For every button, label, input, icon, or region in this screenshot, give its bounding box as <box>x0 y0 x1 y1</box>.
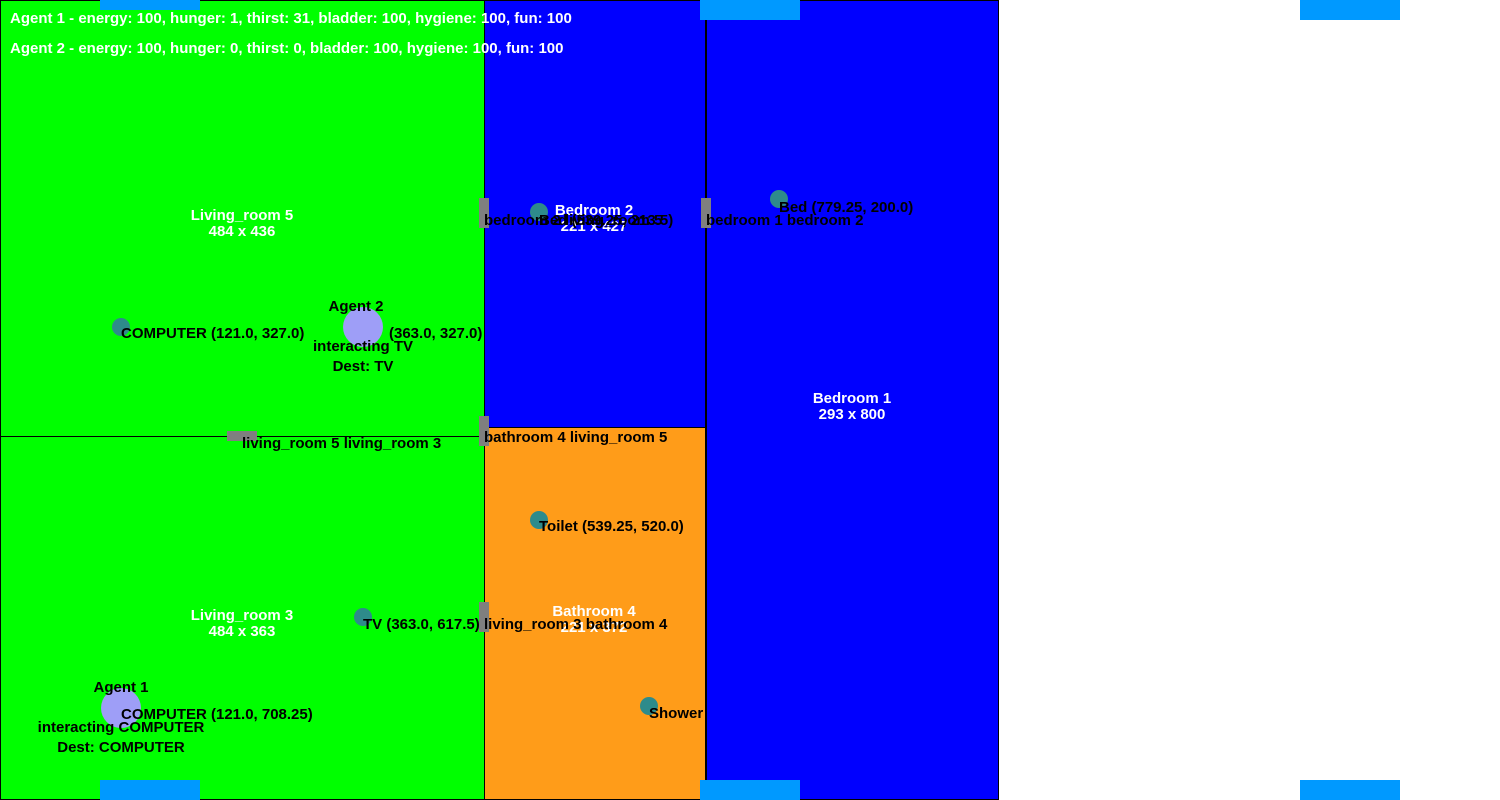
door-label: bedroom 2 living_room 5 <box>484 212 663 229</box>
window <box>100 780 200 800</box>
bed-object[interactable] <box>770 190 788 208</box>
room-label-bedroom-2: Bedroom 2 221 x 427 <box>554 202 634 235</box>
agent-1-action: interacting COMPUTER <box>37 719 205 736</box>
room-living-room-5 <box>0 0 485 437</box>
agent-1-status: Agent 1 - energy: 100, hunger: 1, thirst… <box>10 10 572 27</box>
window <box>1300 780 1400 800</box>
door-bathroom4-living5[interactable] <box>479 416 489 446</box>
door-living5-living3[interactable] <box>227 431 257 441</box>
room-label-living-room-5: Living_room 5 484 x 436 <box>190 207 294 240</box>
tv-label: (363.0, 327.0) <box>389 325 483 342</box>
door-label: bedroom 1 bedroom 2 <box>706 212 864 229</box>
door-label: living_room 5 living_room 3 <box>242 435 442 452</box>
bed-label: Bed (779.25, 200.0) <box>779 199 914 216</box>
room-label-bedroom-1: Bedroom 1 293 x 800 <box>812 390 892 423</box>
toilet-label: Toilet (539.25, 520.0) <box>539 518 684 535</box>
shower-label: Shower <box>649 705 704 722</box>
room-label-bathroom-4: Bathroom 4 221 x 372 <box>552 603 636 636</box>
agent-2-action: interacting TV <box>312 338 414 355</box>
computer-label: COMPUTER (121.0, 327.0) <box>121 325 305 342</box>
computer-label: COMPUTER (121.0, 708.25) <box>121 706 313 723</box>
agent-2-marker[interactable] <box>343 307 383 347</box>
door-label: living_room 3 bathroom 4 <box>484 616 668 633</box>
agent-2-name: Agent 2 <box>328 298 384 315</box>
door-living3-bathroom4[interactable] <box>479 602 489 632</box>
shower-object[interactable] <box>640 697 658 715</box>
tv-object[interactable] <box>354 608 372 626</box>
window <box>100 0 200 10</box>
room-bedroom-2 <box>484 0 706 428</box>
room-bathroom-4 <box>484 427 706 800</box>
window <box>700 780 800 800</box>
bed-label: Bed (539.25, 213.5) <box>539 212 674 229</box>
toilet-object[interactable] <box>530 511 548 529</box>
room-label-living-room-3: Living_room 3 484 x 363 <box>190 607 294 640</box>
agent-1-dest: Dest: COMPUTER <box>57 739 185 756</box>
door-bedroom2-living5[interactable] <box>479 198 489 228</box>
bed-object[interactable] <box>530 203 548 221</box>
door-bedroom1-bedroom2[interactable] <box>701 198 711 228</box>
window <box>700 0 800 20</box>
tv-label: TV (363.0, 617.5) <box>363 616 480 633</box>
agent-1-name: Agent 1 <box>93 679 149 696</box>
door-label: bathroom 4 living_room 5 <box>484 429 668 446</box>
agent-2-dest: Dest: TV <box>332 358 394 375</box>
agent-2-status: Agent 2 - energy: 100, hunger: 0, thirst… <box>10 40 564 57</box>
room-living-room-3 <box>0 436 485 800</box>
window <box>1300 0 1400 20</box>
agent-1-marker[interactable] <box>101 688 141 728</box>
computer-object[interactable] <box>112 318 130 336</box>
